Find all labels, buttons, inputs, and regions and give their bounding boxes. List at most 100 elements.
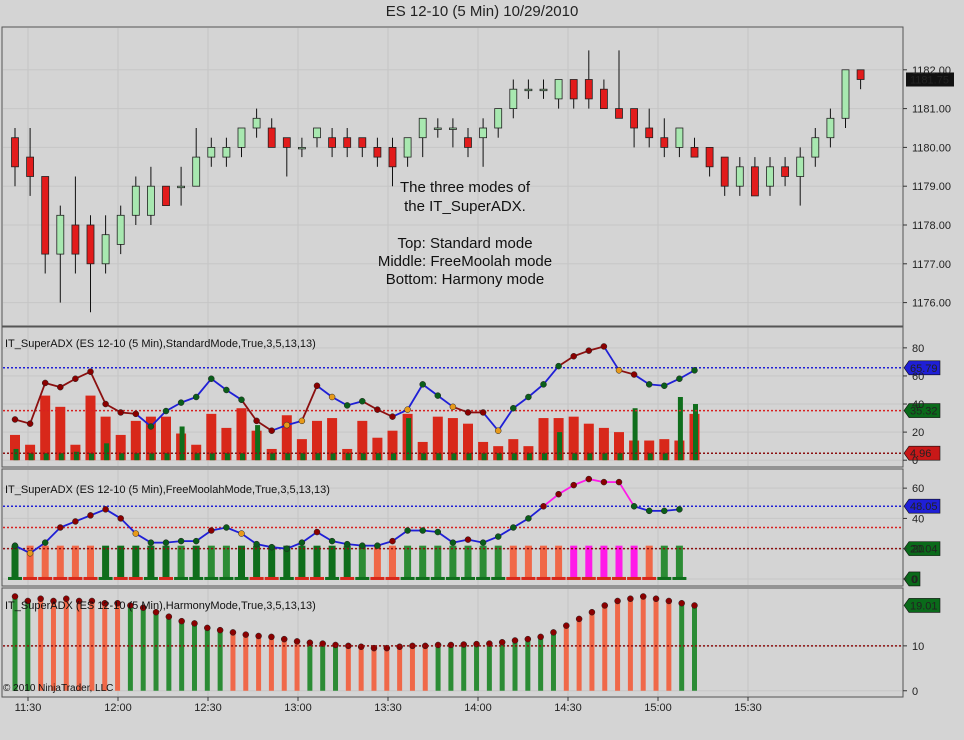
freemoolah-base [174, 576, 189, 580]
series-dot [630, 503, 638, 510]
adx-bar-secondary [209, 453, 215, 461]
adx-bar-secondary [587, 453, 593, 461]
freemoolah-bar [162, 545, 170, 579]
series-dot [117, 515, 124, 522]
series-dot [570, 481, 577, 489]
harmony-dot [511, 637, 519, 644]
harmony-dot [75, 597, 83, 605]
panel-border [1, 468, 904, 587]
harmony-bar [204, 627, 210, 691]
series-dot [661, 507, 668, 515]
freemoolah-base [627, 576, 642, 580]
series-dot [374, 542, 381, 549]
freemoolah-bar [524, 545, 532, 579]
harmony-bar [140, 607, 146, 691]
adx-bar [161, 416, 171, 461]
candle-body [539, 88, 548, 92]
level-flag-label: 4.96 [910, 448, 931, 460]
freemoolah-base [657, 576, 672, 580]
freemoolah-base [68, 576, 83, 580]
adx-bar [206, 413, 217, 461]
series-dot [555, 362, 562, 370]
adx-bar [387, 430, 398, 461]
adx-bar-secondary [345, 453, 351, 461]
series-dot [434, 528, 442, 536]
candle-body [101, 234, 110, 265]
adx-bar-secondary [224, 453, 230, 461]
harmony-dot [63, 595, 70, 602]
adx-bar-secondary [693, 404, 698, 461]
price-panel[interactable]: 1181.75 [11, 50, 955, 313]
series-dot [41, 539, 49, 546]
freemoolah-mode-panel[interactable]: 48.05 20.04 0 [3, 475, 941, 587]
level-flag [903, 445, 941, 461]
freemoolah-bar [102, 545, 110, 579]
series-dot [313, 528, 321, 536]
harmony-bar [602, 605, 608, 691]
freemoolah-bar [615, 545, 623, 579]
adx-bar [85, 395, 96, 461]
adx-bar [55, 406, 66, 461]
x-tick-label: 14:30 [554, 702, 582, 714]
harmony-bar [512, 640, 518, 691]
harmony-bar [538, 636, 544, 691]
freemoolah-bar [298, 545, 306, 579]
y-tick-label: 1178.00 [912, 220, 951, 232]
harmony-bar [115, 603, 121, 691]
adx-bar-secondary [89, 453, 94, 461]
harmony-dot [191, 620, 198, 627]
copyright-text: © 2010 NinjaTrader, LLC [3, 683, 113, 694]
adx-bar-secondary [406, 418, 412, 461]
series-segment [89, 371, 107, 405]
series-dot [11, 416, 19, 423]
harmony-bar [422, 645, 428, 691]
harmony-dot [550, 629, 557, 636]
series-segment [542, 365, 560, 385]
x-tick-label: 12:30 [194, 702, 222, 714]
harmony-dot [229, 629, 237, 636]
indicator-label-freemoolah: IT_SuperADX (ES 12-10 (5 Min),FreeMoolah… [5, 484, 330, 496]
harmony-bar [615, 600, 621, 691]
harmony-bar [268, 636, 274, 691]
freemoolah-base [596, 576, 611, 580]
adx-bar [25, 444, 36, 461]
candle-body [433, 127, 442, 130]
adx-bar-secondary [149, 453, 155, 461]
series-dot [555, 490, 562, 498]
y-tick-label: 0 [912, 574, 918, 586]
candle-body [841, 69, 850, 119]
harmony-bar [384, 648, 390, 691]
harmony-bar [63, 598, 69, 691]
adx-bar-secondary [28, 453, 34, 461]
x-tick-label: 13:30 [374, 702, 402, 714]
series-segment [135, 413, 152, 428]
harmony-bar [166, 616, 172, 691]
harmony-bar [627, 598, 633, 691]
adx-bar [493, 446, 504, 461]
harmony-dot [37, 595, 44, 602]
harmony-dot [665, 597, 673, 605]
harmony-bar [217, 630, 223, 691]
adx-bar [40, 395, 51, 461]
annotation-line: Bottom: Harmony mode [386, 271, 544, 288]
last-price-label: 1181.75 [910, 75, 949, 87]
harmony-dot [280, 635, 288, 643]
harmony-bar [12, 596, 18, 691]
series-dot [479, 409, 487, 416]
freemoolah-bar [238, 545, 245, 579]
candle-body [222, 146, 231, 158]
standard-mode-panel[interactable]: 65.79 35.32 4.96 [3, 343, 941, 461]
harmony-bar [307, 642, 313, 691]
series-dot [676, 375, 683, 382]
harmony-bar [589, 612, 595, 691]
level-flag [903, 571, 921, 587]
harmony-bar [320, 643, 326, 691]
adx-bar-secondary [134, 453, 140, 461]
harmony-mode-panel[interactable]: 19.01 [3, 593, 941, 691]
series-segment [301, 385, 318, 422]
adx-bar [221, 427, 232, 461]
candle-body [86, 224, 95, 265]
freemoolah-base [159, 576, 173, 580]
adx-bar [598, 427, 609, 461]
